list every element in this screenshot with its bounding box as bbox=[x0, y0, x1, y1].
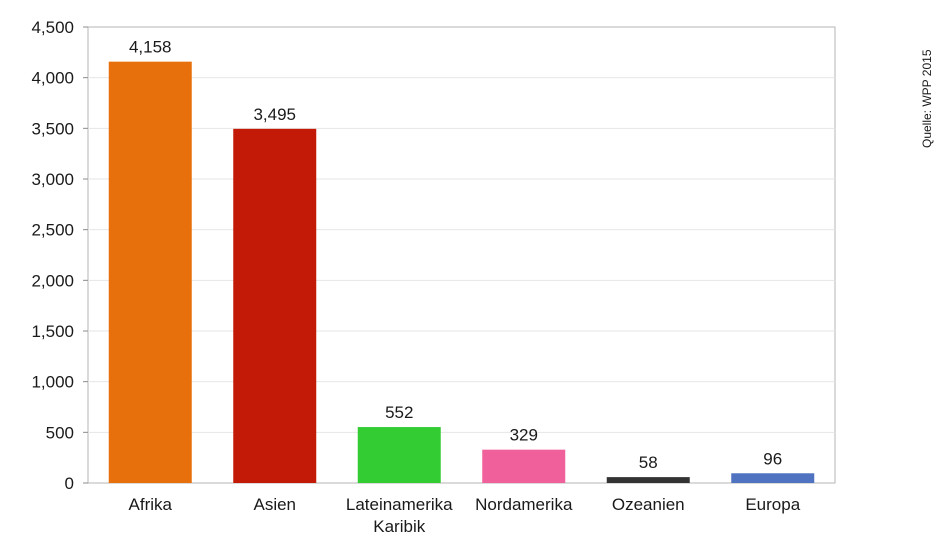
x-tick-label: Lateinamerika bbox=[346, 495, 453, 514]
y-tick-label: 4,000 bbox=[31, 69, 74, 88]
data-label: 4,158 bbox=[129, 38, 172, 57]
x-tick-label: Asien bbox=[253, 495, 296, 514]
source-note: Quelle: WPP 2015 bbox=[920, 49, 934, 148]
data-label: 3,495 bbox=[253, 105, 296, 124]
data-label: 552 bbox=[385, 403, 413, 422]
y-tick-label: 2,500 bbox=[31, 221, 74, 240]
x-tick-label: Europa bbox=[745, 495, 800, 514]
y-tick-label: 3,000 bbox=[31, 170, 74, 189]
x-tick-label: Nordamerika bbox=[475, 495, 573, 514]
y-tick-label: 1,500 bbox=[31, 322, 74, 341]
y-tick-label: 2,000 bbox=[31, 271, 74, 290]
source-text: Quelle: WPP 2015 bbox=[920, 49, 934, 148]
data-label: 96 bbox=[763, 449, 782, 468]
y-tick-label: 3,500 bbox=[31, 119, 74, 138]
data-label: 58 bbox=[639, 453, 658, 472]
bar bbox=[108, 61, 192, 483]
y-tick-label: 1,000 bbox=[31, 373, 74, 392]
bar bbox=[606, 477, 690, 483]
bar bbox=[357, 427, 441, 483]
plot-area bbox=[87, 26, 836, 484]
y-tick-label: 0 bbox=[65, 474, 74, 493]
bar bbox=[482, 449, 566, 483]
y-tick-label: 500 bbox=[46, 423, 74, 442]
x-tick-label: Afrika bbox=[129, 495, 173, 514]
bar bbox=[731, 473, 815, 483]
x-tick-label: Karibik bbox=[373, 517, 425, 536]
x-tick-label: Ozeanien bbox=[612, 495, 685, 514]
bar bbox=[233, 128, 317, 483]
y-tick-label: 4,500 bbox=[31, 18, 74, 37]
data-label: 329 bbox=[510, 426, 538, 445]
